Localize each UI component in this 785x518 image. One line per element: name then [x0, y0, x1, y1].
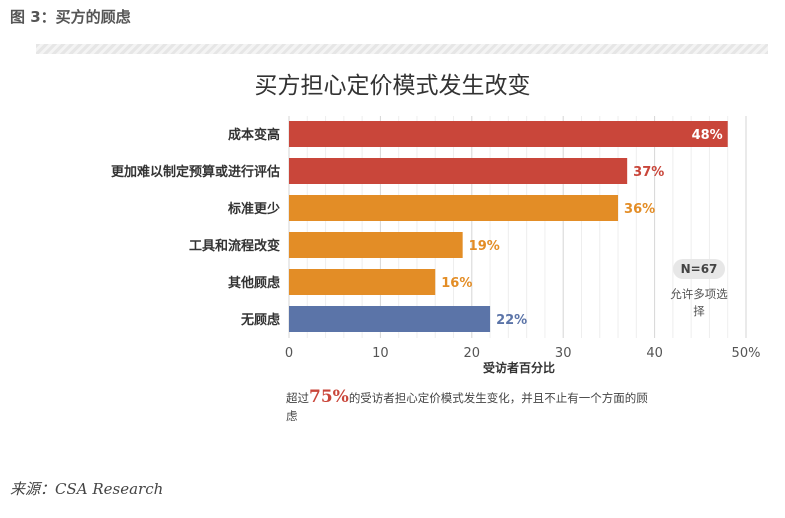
value-label: 22%: [496, 313, 527, 328]
footnote-prefix: 超过: [286, 391, 309, 405]
figure-caption: 图 3：买方的顾虑: [10, 8, 131, 26]
value-label: 16%: [441, 276, 472, 291]
value-label: 37%: [633, 165, 664, 180]
category-label: 无顾虑: [240, 312, 280, 328]
value-label: 19%: [469, 239, 500, 254]
bar: [289, 195, 619, 221]
source-credit: 来源：CSA Research: [10, 480, 164, 498]
label-layer: 成本变高 48% 更加难以制定预算或进行评估 37% 标准更少 36% 工具和流程改变 19%…: [111, 127, 723, 328]
category-label: 工具和流程改变: [189, 238, 280, 254]
category-label: 更加难以制定预算或进行评估: [111, 164, 280, 180]
x-tick-label: 20: [464, 346, 481, 361]
bar: [289, 306, 491, 332]
bar: [289, 158, 628, 184]
chart-title: 买方担心定价模式发生改变: [254, 73, 531, 99]
chart-footnote: 超过75%的受访者担心定价模式发生变化，并且不止有一个方面的顾虑: [286, 388, 656, 425]
footnote-suffix: 的受访者担心定价模式发生变化，并且不止有一个方面的顾虑: [286, 391, 648, 423]
bar: [289, 121, 728, 147]
value-label: 36%: [624, 202, 655, 217]
sample-size-badge: N=67: [673, 259, 725, 279]
tick-layer: 0 10 20 30 40 50%: [285, 346, 761, 361]
category-label: 成本变高: [228, 127, 280, 143]
x-tick-label: 50%: [732, 346, 761, 361]
footnote-highlight: 75%: [309, 387, 349, 407]
multiple-choice-note: 允许多项选择: [670, 287, 728, 318]
panel-top-stripe: [36, 44, 768, 54]
value-label: 48%: [692, 128, 723, 143]
x-tick-label: 0: [285, 346, 293, 361]
grid-layer: [288, 116, 747, 338]
category-label: 其他顾虑: [228, 275, 280, 291]
bar-layer: [289, 121, 728, 332]
category-label: 标准更少: [227, 201, 280, 217]
bar: [289, 232, 463, 258]
x-tick-label: 40: [646, 346, 663, 361]
x-tick-label: 30: [555, 346, 572, 361]
x-tick-label: 10: [372, 346, 389, 361]
x-axis-label: 受访者百分比: [483, 360, 555, 375]
bar: [289, 269, 436, 295]
